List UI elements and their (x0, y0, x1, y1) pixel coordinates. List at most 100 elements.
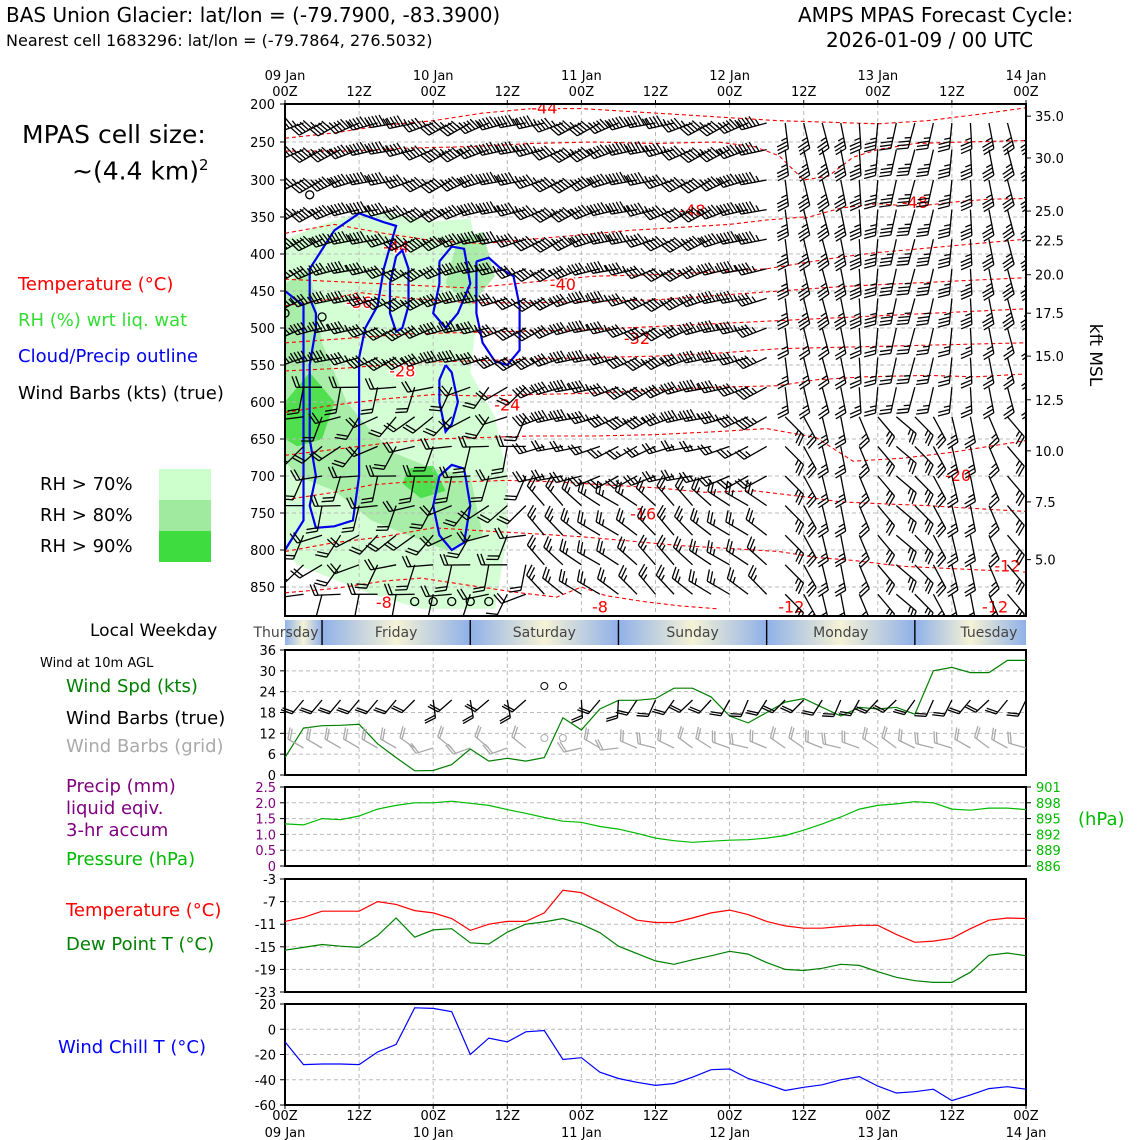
station-title: BAS Union Glacier: lat/lon = (-79.7900, … (6, 3, 501, 27)
wind10m-ytick-label: 30 (259, 665, 276, 680)
wind-barb (345, 116, 378, 131)
wind-barb (834, 505, 847, 538)
wind-barb (428, 386, 453, 412)
wind-barb (549, 471, 582, 484)
wind-barb (679, 147, 712, 164)
pressure-tick-label: 450 (250, 285, 275, 300)
windchill-ytick-label: -40 (255, 1074, 276, 1089)
wind10m-title: Wind at 10m AGL (40, 656, 154, 671)
wind-barb (982, 179, 995, 213)
wind-barb (1025, 416, 1026, 418)
wind-barb (291, 376, 323, 388)
wind-barb (530, 117, 564, 133)
top-hour-label: 00Z (1013, 85, 1039, 100)
wind-barb (677, 725, 693, 749)
wind-barb (937, 179, 953, 210)
wind-barb (725, 538, 749, 566)
wind-barb (834, 122, 847, 156)
wind-barb (797, 239, 811, 272)
wind-barb (817, 327, 830, 361)
wind-barb (530, 409, 564, 424)
wind-barb (475, 171, 508, 186)
legend-rh90-label: RH > 90% (40, 536, 133, 557)
legend-dewpoint: Dew Point T (°C) (66, 934, 215, 955)
wind-barb (402, 464, 434, 477)
wind-barb (877, 564, 896, 596)
wind-barb (619, 729, 638, 749)
wind-barb (678, 265, 712, 280)
wind-barb (734, 231, 767, 245)
wind-barb (299, 699, 323, 715)
top-date-label: 12 Jan (709, 69, 750, 84)
wind-barb (309, 445, 341, 462)
legend-rh: RH (%) wrt liq. wat (18, 310, 188, 331)
wind-barb (623, 233, 656, 248)
wind10m-ytick-label: 18 (259, 707, 276, 722)
wind-barb (636, 699, 657, 718)
wind-barb (291, 445, 323, 464)
wind-barb (511, 205, 545, 221)
wind-barb (567, 262, 601, 276)
wind-barb (368, 416, 397, 438)
wind-barb (400, 353, 434, 367)
wind-barb (946, 446, 959, 479)
weekday-name: Tuesday (959, 625, 1017, 641)
pressure-right-tick-label: 892 (1036, 828, 1061, 843)
wind-barb (290, 147, 323, 163)
wind-barb (363, 233, 397, 248)
calm-marker (305, 190, 315, 200)
pressure-tick-label: 800 (250, 544, 275, 559)
wind-barb (697, 349, 730, 363)
wind-barb (576, 569, 601, 595)
wind-barb (916, 209, 935, 238)
height-tick-label: 12.5 (1035, 394, 1064, 409)
wind-barb (725, 510, 749, 536)
wind-barb (618, 564, 638, 595)
wind-barb (475, 262, 508, 276)
cell-size-exponent: 2 (199, 156, 209, 174)
wind-barb (858, 564, 870, 598)
wind-barb (896, 122, 916, 150)
wind-barb (1006, 593, 1025, 616)
wind-barb (615, 507, 638, 536)
wind-barb (914, 564, 934, 595)
wind-barb (660, 296, 693, 311)
wind-barb (361, 727, 378, 749)
weekday-name: Saturday (513, 625, 576, 641)
wind-barb (336, 699, 360, 715)
wind-barb (445, 534, 471, 559)
wind-barb (457, 505, 490, 521)
wind-barb (308, 412, 341, 425)
wind-barb (895, 416, 917, 445)
wind-barb (456, 531, 489, 543)
wind-barb (596, 538, 619, 566)
temp-contour (285, 216, 804, 245)
wind-barb (960, 268, 973, 300)
wind-barb (660, 440, 693, 452)
wind-barb (327, 466, 360, 479)
wind-barb (604, 355, 638, 370)
wind-barb (660, 381, 693, 395)
wind-barb (324, 727, 341, 749)
wind-barb (345, 355, 378, 370)
wind-barb (734, 293, 767, 307)
wind-barb (937, 327, 953, 358)
wind-barb (286, 387, 305, 416)
legend-barbs-grid: Wind Barbs (grid) (66, 736, 224, 757)
wind-barb (776, 179, 790, 212)
wind-barb (438, 416, 471, 430)
wind-barb (614, 479, 638, 507)
wind-barb (798, 327, 811, 361)
wind-barb (982, 122, 995, 156)
wind-barb (305, 727, 323, 749)
top-hour-label: 12Z (643, 85, 669, 100)
wind-barb (960, 149, 973, 181)
wind-barb (804, 729, 823, 749)
wind-barb (964, 416, 977, 449)
wind-barb (1006, 564, 1025, 596)
wind-barb (776, 298, 790, 331)
wind-barb (477, 505, 508, 524)
wind-barb (678, 350, 712, 364)
pressure-tick-label: 300 (250, 174, 275, 189)
calm-marker-10m (540, 682, 549, 690)
